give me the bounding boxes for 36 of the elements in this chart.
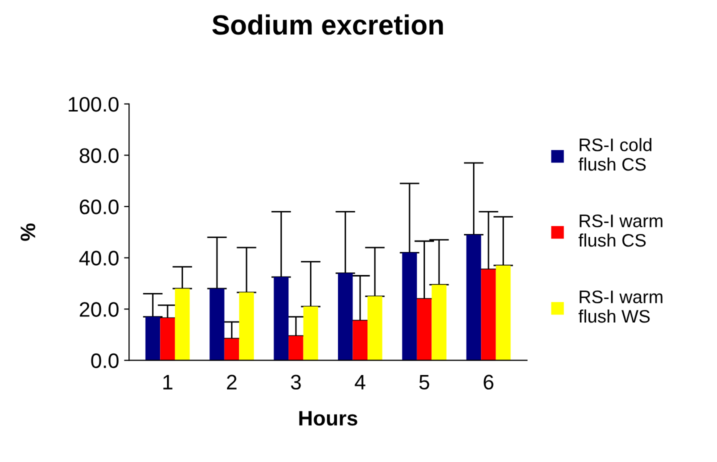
x-tick-label: 3 <box>290 374 301 390</box>
bar <box>338 273 353 360</box>
bar <box>496 265 511 360</box>
bar <box>288 336 304 360</box>
x-tick-label: 4 <box>354 375 366 390</box>
bar <box>274 277 289 360</box>
bar <box>174 288 190 360</box>
bar <box>210 288 224 360</box>
y-axis-title: % <box>20 223 36 241</box>
bar <box>368 296 382 360</box>
bar <box>224 338 240 360</box>
bar <box>432 284 446 360</box>
bar <box>466 234 482 360</box>
bar <box>303 306 318 360</box>
x-tick-label: 6 <box>484 374 494 390</box>
y-tick-label: 60.0 <box>80 200 119 214</box>
y-tick-label: 100.0 <box>68 96 119 112</box>
bar <box>416 298 432 360</box>
chart-title: Sodium excretion <box>212 14 443 35</box>
legend-label: RS-I warm flush CS <box>578 214 662 247</box>
y-tick-label: 0.0 <box>91 353 119 368</box>
y-tick-label: 40.0 <box>79 250 119 266</box>
x-tick-label: 2 <box>227 374 236 390</box>
y-tick-label: 20.0 <box>80 302 119 317</box>
legend-label: RS-I warm flush WS <box>578 290 662 323</box>
x-axis-title: Hours <box>299 411 358 426</box>
y-tick-label: 80.0 <box>80 148 119 163</box>
bar <box>145 316 160 360</box>
bar <box>481 269 496 360</box>
bar <box>160 318 175 360</box>
legend-label: RS-I cold flush CS <box>578 138 652 171</box>
bar <box>402 252 417 360</box>
bar <box>239 292 254 360</box>
x-tick-label: 5 <box>419 375 430 390</box>
x-tick-label: 1 <box>163 375 172 390</box>
bar <box>352 320 368 360</box>
